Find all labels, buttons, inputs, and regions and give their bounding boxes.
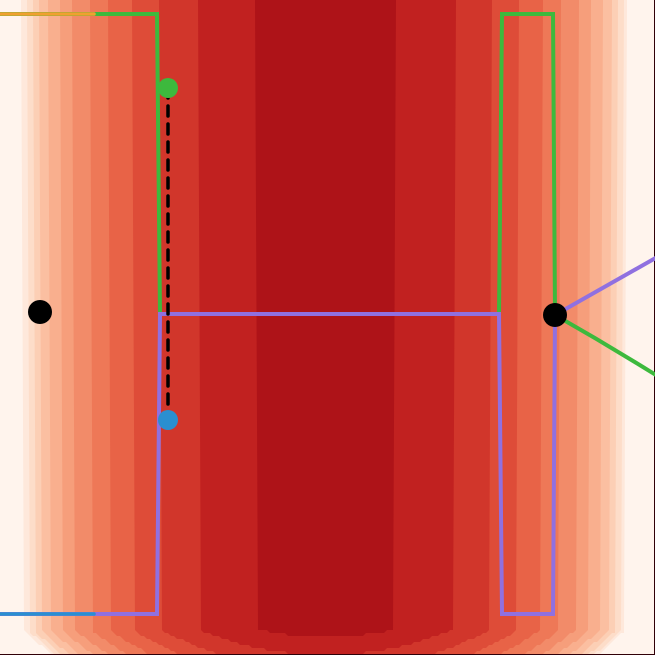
marker-blue <box>158 410 178 430</box>
marker-green <box>158 78 178 98</box>
point-lagrange <box>543 303 567 327</box>
potential-diagram <box>0 0 655 655</box>
point-primary <box>28 300 52 324</box>
